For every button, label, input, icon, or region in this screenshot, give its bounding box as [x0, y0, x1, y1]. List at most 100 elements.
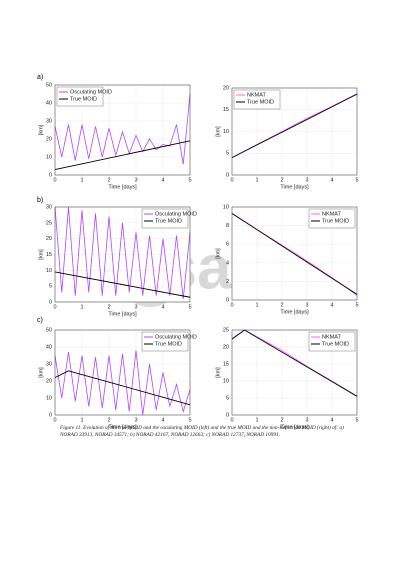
panel-label: b) — [37, 197, 43, 204]
x-tick-label: 2 — [280, 302, 283, 308]
y-tick-label: 15 — [223, 361, 229, 367]
x-tick-label: 3 — [305, 417, 308, 423]
x-axis-label: Time [days] — [108, 184, 137, 190]
plot-frame — [54, 206, 191, 303]
y-tick-label: 20 — [46, 236, 52, 242]
plot-frame — [231, 206, 358, 301]
y-tick-label: 5 — [226, 395, 229, 401]
legend-label: True MOID — [70, 96, 97, 102]
x-tick-label: 3 — [134, 304, 137, 310]
x-tick-label: 5 — [188, 177, 191, 183]
chart: 0 1 2 3 4 5 0 5 10 15 20 25 Time [days] [km] NKMATTrue… — [215, 327, 358, 430]
x-tick-label: 3 — [305, 177, 308, 183]
y-tick-label: 0 — [226, 412, 229, 418]
y-tick-label: 30 — [46, 118, 52, 124]
y-tick-label: 20 — [223, 344, 229, 350]
caption: Figure 11. Evolution of the true MOID an… — [60, 425, 344, 438]
x-tick-label: 1 — [255, 417, 258, 423]
x-axis-label: Time [days] — [280, 184, 309, 190]
y-axis-label: [km] — [215, 248, 221, 259]
legend-box — [141, 331, 189, 352]
x-tick-label: 2 — [107, 177, 110, 183]
legend-label: True MOID — [155, 341, 182, 347]
y-axis-label: [km] — [38, 249, 44, 260]
legend-label: True MOID — [322, 341, 349, 347]
x-tick-label: 5 — [355, 302, 358, 308]
y-tick-label: 10 — [223, 378, 229, 384]
x-tick-label: 4 — [330, 302, 333, 308]
y-axis-label: [km] — [215, 367, 221, 378]
legend-label: NKMAT — [322, 211, 341, 217]
legend-label: Osculating MOID — [70, 89, 112, 95]
legend-label: True MOID — [247, 99, 274, 105]
panel-label: c) — [37, 317, 43, 324]
x-tick-label: 0 — [230, 417, 233, 423]
series-line — [54, 271, 191, 298]
y-tick-label: 5 — [226, 151, 229, 157]
y-tick-label: 15 — [46, 252, 52, 258]
y-tick-label: 20 — [223, 85, 229, 91]
legend-label: NKMAT — [322, 334, 341, 340]
x-tick-label: 1 — [255, 302, 258, 308]
plot-frame — [54, 84, 191, 176]
x-axis-label: Time [days] — [108, 311, 137, 317]
y-tick-label: 10 — [223, 204, 229, 210]
panel-label: a) — [37, 74, 43, 81]
legend-box — [308, 331, 356, 352]
legend-label: NKMAT — [247, 92, 266, 98]
y-tick-label: 0 — [49, 172, 52, 178]
y-tick-label: 50 — [46, 82, 52, 88]
x-axis-label: Time [days] — [280, 424, 309, 430]
series-line — [54, 206, 191, 299]
y-tick-label: 6 — [226, 242, 229, 248]
series-line — [231, 93, 358, 159]
x-tick-label: 2 — [280, 177, 283, 183]
y-tick-label: 40 — [46, 100, 52, 106]
series-line — [54, 350, 191, 416]
x-tick-label: 2 — [280, 417, 283, 423]
x-axis-label: Time [days] — [108, 424, 137, 430]
plot-frame — [231, 87, 358, 176]
x-tick-label: 5 — [355, 177, 358, 183]
legend-box — [141, 208, 189, 229]
x-tick-label: 3 — [134, 417, 137, 423]
y-tick-label: 0 — [49, 299, 52, 305]
y-tick-label: 10 — [223, 129, 229, 135]
y-axis-label: [km] — [38, 124, 44, 135]
y-tick-label: 25 — [223, 327, 229, 333]
legend-box — [233, 89, 281, 110]
x-axis-label: Time [days] — [280, 309, 309, 315]
legend-label: Osculating MOID — [155, 334, 197, 340]
x-tick-label: 5 — [188, 417, 191, 423]
y-tick-label: 2 — [226, 279, 229, 285]
x-tick-label: 0 — [230, 177, 233, 183]
series-line — [54, 370, 191, 406]
y-tick-label: 0 — [226, 172, 229, 178]
y-tick-label: 30 — [46, 204, 52, 210]
y-tick-label: 0 — [49, 412, 52, 418]
chart: 0 1 2 3 4 5 0 5 10 15 20 25 30 Time [days] [km] Osculat… — [38, 204, 196, 317]
y-tick-label: 15 — [223, 107, 229, 113]
x-tick-label: 5 — [188, 304, 191, 310]
x-tick-label: 4 — [161, 177, 164, 183]
y-tick-label: 40 — [46, 344, 52, 350]
y-tick-label: 10 — [46, 395, 52, 401]
legend-label: True MOID — [322, 218, 349, 224]
y-tick-label: 30 — [46, 361, 52, 367]
x-tick-label: 4 — [330, 177, 333, 183]
x-tick-label: 0 — [53, 177, 56, 183]
x-tick-label: 1 — [255, 177, 258, 183]
plot-frame — [54, 329, 191, 416]
x-tick-label: 1 — [80, 417, 83, 423]
x-tick-label: 2 — [107, 304, 110, 310]
legend-label: True MOID — [155, 218, 182, 224]
x-tick-label: 4 — [161, 417, 164, 423]
legend-box — [56, 86, 104, 107]
x-tick-label: 5 — [355, 417, 358, 423]
